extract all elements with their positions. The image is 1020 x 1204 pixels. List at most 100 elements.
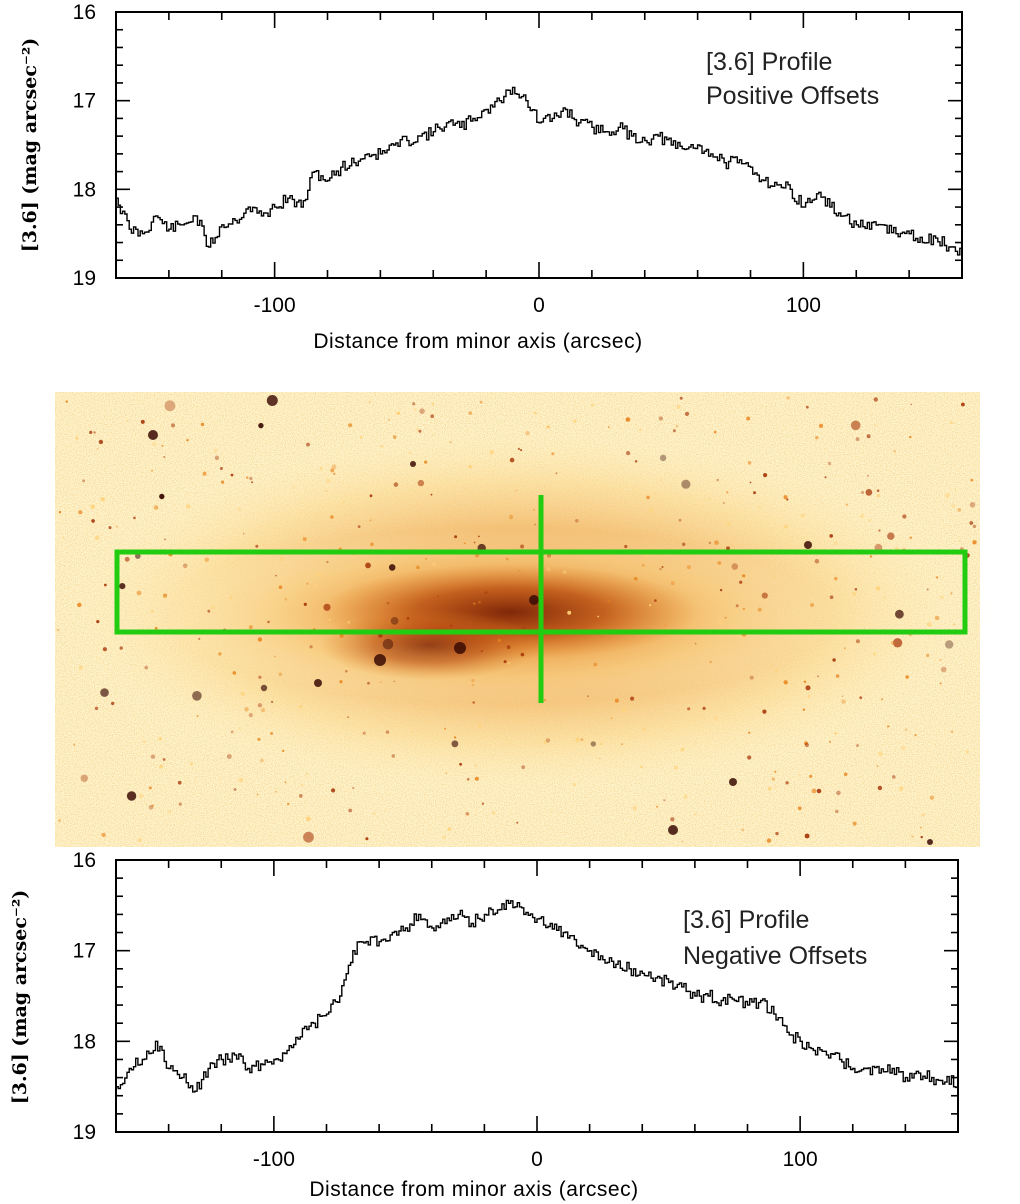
star-dot (367, 681, 370, 685)
star-dot (162, 593, 168, 598)
star-dot (694, 642, 697, 645)
star-dot (248, 713, 253, 718)
star-dot (878, 529, 881, 532)
star-dot (872, 652, 877, 656)
star-dot (533, 508, 536, 511)
star-dot (284, 598, 288, 601)
star-dot (921, 813, 925, 817)
star-dot (747, 461, 752, 465)
star-dot (158, 737, 162, 741)
star-dot (878, 751, 883, 757)
star-dot (489, 449, 494, 455)
star-dot (416, 427, 419, 431)
bottom-profile-series-line (116, 899, 959, 1093)
x-tick-label: 100 (786, 294, 821, 317)
star-dot (411, 731, 414, 734)
star-dot (747, 755, 752, 760)
bottom-x-axis-label: Distance from minor axis (arcsec) (309, 1178, 638, 1201)
star-dot (687, 707, 691, 711)
galaxy-knot-region (320, 610, 540, 680)
star-dot (773, 575, 776, 578)
star-dot (190, 762, 193, 766)
star-dot (533, 411, 537, 415)
star-dot (232, 671, 237, 675)
star-dot (771, 777, 776, 781)
star-dot (214, 455, 220, 460)
star-dot (626, 561, 629, 564)
star-dot (417, 479, 425, 487)
star-dot (270, 700, 274, 704)
star-dot (520, 449, 523, 452)
star-dot (939, 595, 945, 600)
star-dot (387, 418, 390, 421)
star-dot (202, 471, 207, 476)
top-x-axis-label: Distance from minor axis (arcsec) (313, 330, 642, 353)
star-dot (572, 783, 576, 786)
star-dot (484, 591, 488, 594)
star-dot (339, 680, 343, 684)
top-annotation-line-1: [3.6] Profile (706, 48, 832, 76)
star-dot (817, 675, 819, 678)
bottom-axis-ticks: 16 17 18 19 -100 0 100 (73, 849, 959, 1171)
star-dot (570, 579, 573, 582)
star-dot (148, 805, 154, 810)
star-dot (178, 802, 182, 806)
star-dot (537, 711, 540, 714)
star-dot (505, 557, 509, 561)
star-dot (369, 494, 373, 498)
star-dot (442, 835, 446, 839)
star-dot (306, 442, 310, 447)
star-dot (682, 542, 686, 546)
star-dot (659, 454, 667, 462)
star-dot (479, 400, 483, 404)
star-dot (278, 672, 283, 677)
star-dot (586, 695, 589, 698)
star-dot (348, 423, 353, 428)
star-dot (408, 451, 412, 455)
star-dot (945, 493, 950, 498)
star-dot (230, 473, 234, 477)
star-dot (305, 816, 311, 822)
star-dot (836, 790, 841, 796)
star-dot (78, 665, 83, 670)
star-dot (798, 774, 801, 777)
star-dot (509, 457, 515, 463)
star-dot (274, 655, 276, 658)
star-dot (196, 715, 199, 717)
star-dot (326, 478, 331, 483)
star-dot (829, 595, 834, 599)
star-dot (591, 403, 595, 407)
star-dot (352, 786, 355, 790)
bright-source (729, 778, 737, 786)
star-dot (257, 637, 263, 642)
star-dot (432, 562, 436, 566)
star-dot (326, 560, 329, 564)
star-dot (950, 592, 953, 595)
star-dot (783, 495, 788, 500)
x-tick-label: -100 (254, 294, 296, 317)
star-dot (718, 620, 723, 625)
star-dot (832, 658, 836, 662)
star-dot (841, 699, 846, 704)
star-dot (814, 558, 820, 564)
star-dot (100, 496, 105, 502)
star-dot (829, 534, 833, 538)
star-dot (287, 802, 290, 806)
star-dot (661, 566, 664, 568)
star-dot (520, 652, 525, 657)
star-dot (735, 604, 739, 608)
x-tick-label: -100 (253, 1148, 295, 1171)
star-dot (811, 788, 817, 794)
star-dot (902, 514, 907, 519)
star-dot (218, 652, 222, 656)
star-dot (783, 680, 788, 685)
star-dot (302, 537, 307, 542)
star-dot (742, 574, 746, 578)
star-dot (702, 706, 706, 711)
star-dot (717, 561, 722, 565)
star-dot (533, 684, 536, 687)
star-dot (875, 586, 881, 591)
star-dot (597, 615, 600, 618)
star-dot (633, 576, 638, 581)
star-dot (373, 812, 376, 815)
